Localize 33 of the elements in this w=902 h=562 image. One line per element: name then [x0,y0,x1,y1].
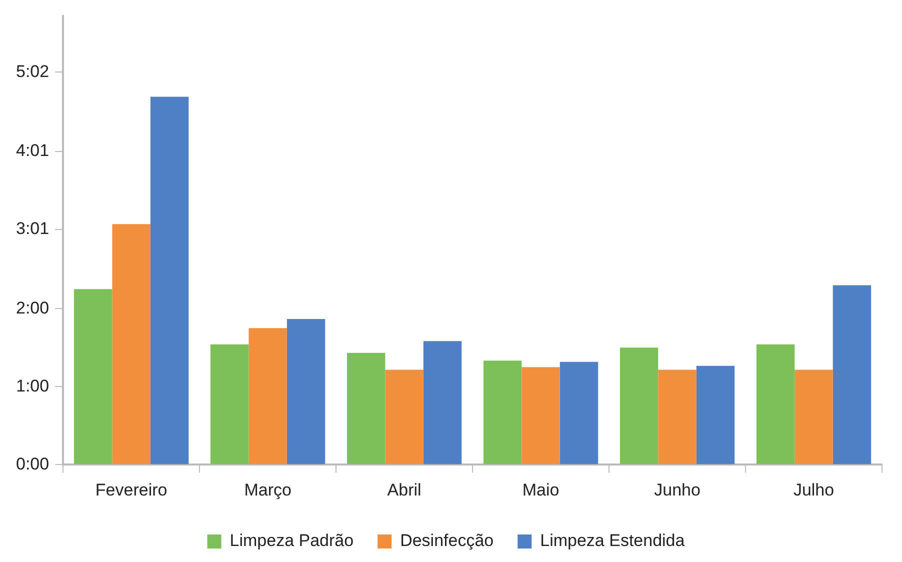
bar [560,362,598,464]
bar [620,348,658,464]
y-tick-label: 4:01 [16,141,50,160]
bar [385,370,424,464]
legend-label: Limpeza Estendida [540,531,686,550]
y-tick-label: 3:01 [16,219,50,238]
bar [658,370,696,464]
bar [248,328,287,464]
bar [112,224,150,464]
y-tick-label: 1:00 [16,376,50,396]
bar [696,366,735,464]
x-tick-label: Julho [793,480,834,500]
bar [522,367,560,464]
x-tick-label: Março [244,480,292,500]
bar [483,360,522,464]
bar [832,285,872,464]
bar [794,370,833,464]
bar [210,344,249,464]
legend-label: Desinfecção [400,531,494,550]
y-tick-label: 5:02 [16,62,50,81]
y-tick-label: 0:00 [16,454,50,474]
y-tick-label: 2:00 [16,298,50,318]
x-tick-label: Abril [387,480,422,500]
bar [346,352,386,464]
bar [74,289,112,464]
bar [756,344,795,464]
x-tick-label: Maio [522,480,560,500]
legend-label: Limpeza Padrão [230,531,354,550]
bar [286,319,326,464]
bar [423,341,462,464]
x-tick-label: Junho [654,480,700,500]
bar [150,96,189,464]
x-tick-label: Fevereiro [95,480,168,500]
